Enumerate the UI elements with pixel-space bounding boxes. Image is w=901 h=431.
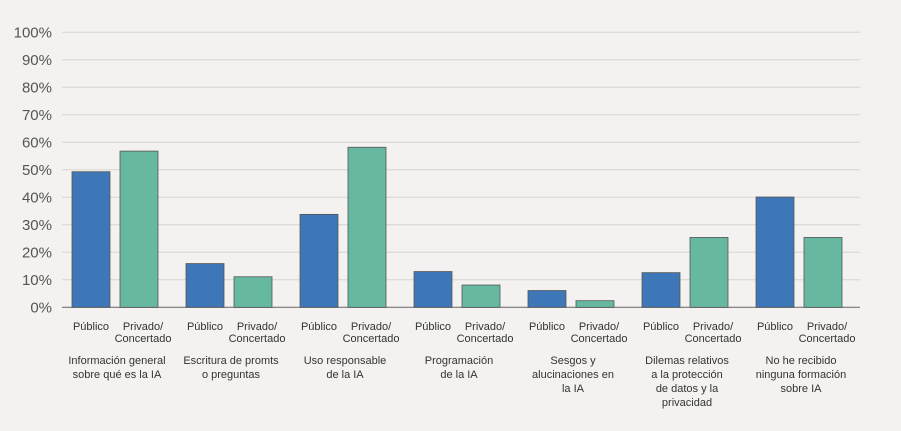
y-tick-label: 90% [22,52,52,69]
bar-publico [755,196,795,308]
bar-privado [347,146,387,308]
bar-privado [575,300,615,308]
y-tick-label: 10% [22,272,52,289]
y-tick-label: 80% [22,79,52,96]
bar-privado [119,150,159,308]
y-tick-label: 0% [30,299,52,316]
bar-privado [803,237,843,308]
bar-sub-label: Público [73,321,109,333]
category-label: Programación de la IA [425,355,493,381]
bar-sub-label: Público [757,321,793,333]
bar-sub-label: Privado/Concertado [457,321,514,345]
bar-sub-label: Público [643,321,679,333]
bar-sub-label: Privado/Concertado [571,321,628,345]
bar-publico [527,290,567,308]
category-label: Dilemas relativos a la protección de datos… [645,355,729,409]
y-tick-label: 100% [14,24,52,41]
bar-sub-label: Privado/Concertado [685,321,742,345]
y-tick-label: 40% [22,189,52,206]
y-tick-label: 70% [22,107,52,124]
category-label: Escritura de promts o preguntas [183,355,279,381]
bar-publico [71,171,111,308]
bar-privado [689,237,729,308]
bar-publico [185,263,225,308]
bar-sub-label: Público [301,321,337,333]
category-label: Uso responsable de la IA [304,355,387,381]
bar-privado [461,284,501,308]
category-label: Sesgos y alucinaciones en la IA [532,355,614,395]
bar-sub-label: Privado/Concertado [229,321,286,345]
bar-publico [413,271,453,308]
y-tick-label: 20% [22,244,52,261]
bar-sub-label: Privado/Concertado [799,321,856,345]
bar-privado [233,276,273,308]
bar-sub-label: Público [529,321,565,333]
category-label: No he recibido ninguna formación sobre IA [756,355,847,395]
bar-publico [299,213,339,308]
bar-publico [641,272,681,308]
bar-sub-label: Público [187,321,223,333]
bar-sub-label: Privado/Concertado [115,321,172,345]
bar-sub-label: Público [415,321,451,333]
y-tick-label: 30% [22,217,52,234]
bar-sub-label: Privado/Concertado [343,321,400,345]
y-tick-label: 60% [22,134,52,151]
category-label: Información general sobre qué es la IA [68,355,165,381]
y-tick-label: 50% [22,162,52,179]
